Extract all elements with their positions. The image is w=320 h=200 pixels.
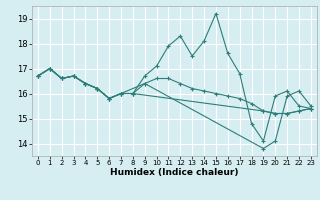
X-axis label: Humidex (Indice chaleur): Humidex (Indice chaleur) — [110, 168, 239, 177]
